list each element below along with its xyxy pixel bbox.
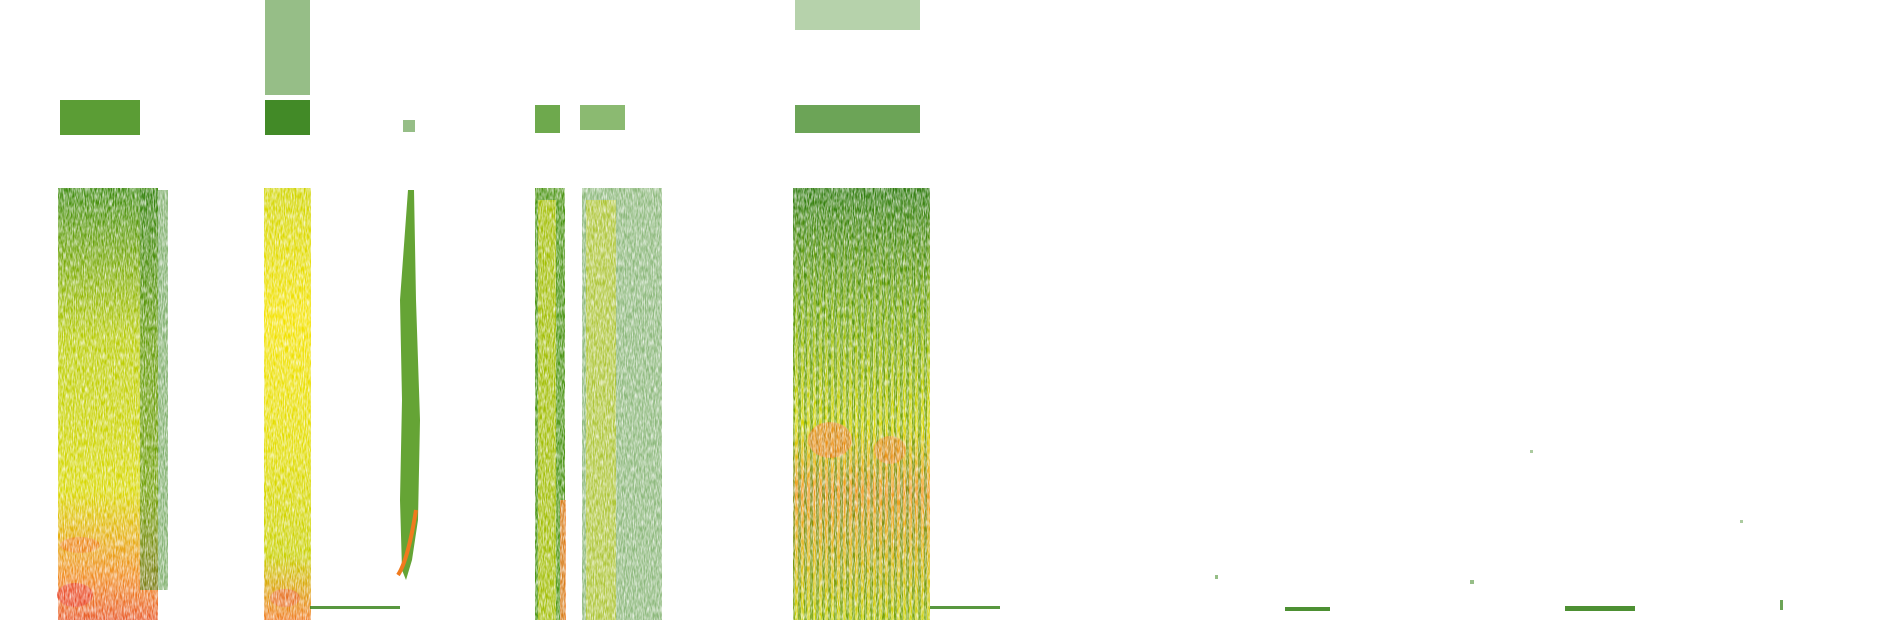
energy-band-5 [793,0,1000,620]
energy-band-3 [396,120,420,580]
energy-band-2 [264,0,400,620]
energy-band-4 [535,105,665,620]
low-energy-noise [1215,450,1783,611]
energy-band-1 [57,100,168,620]
